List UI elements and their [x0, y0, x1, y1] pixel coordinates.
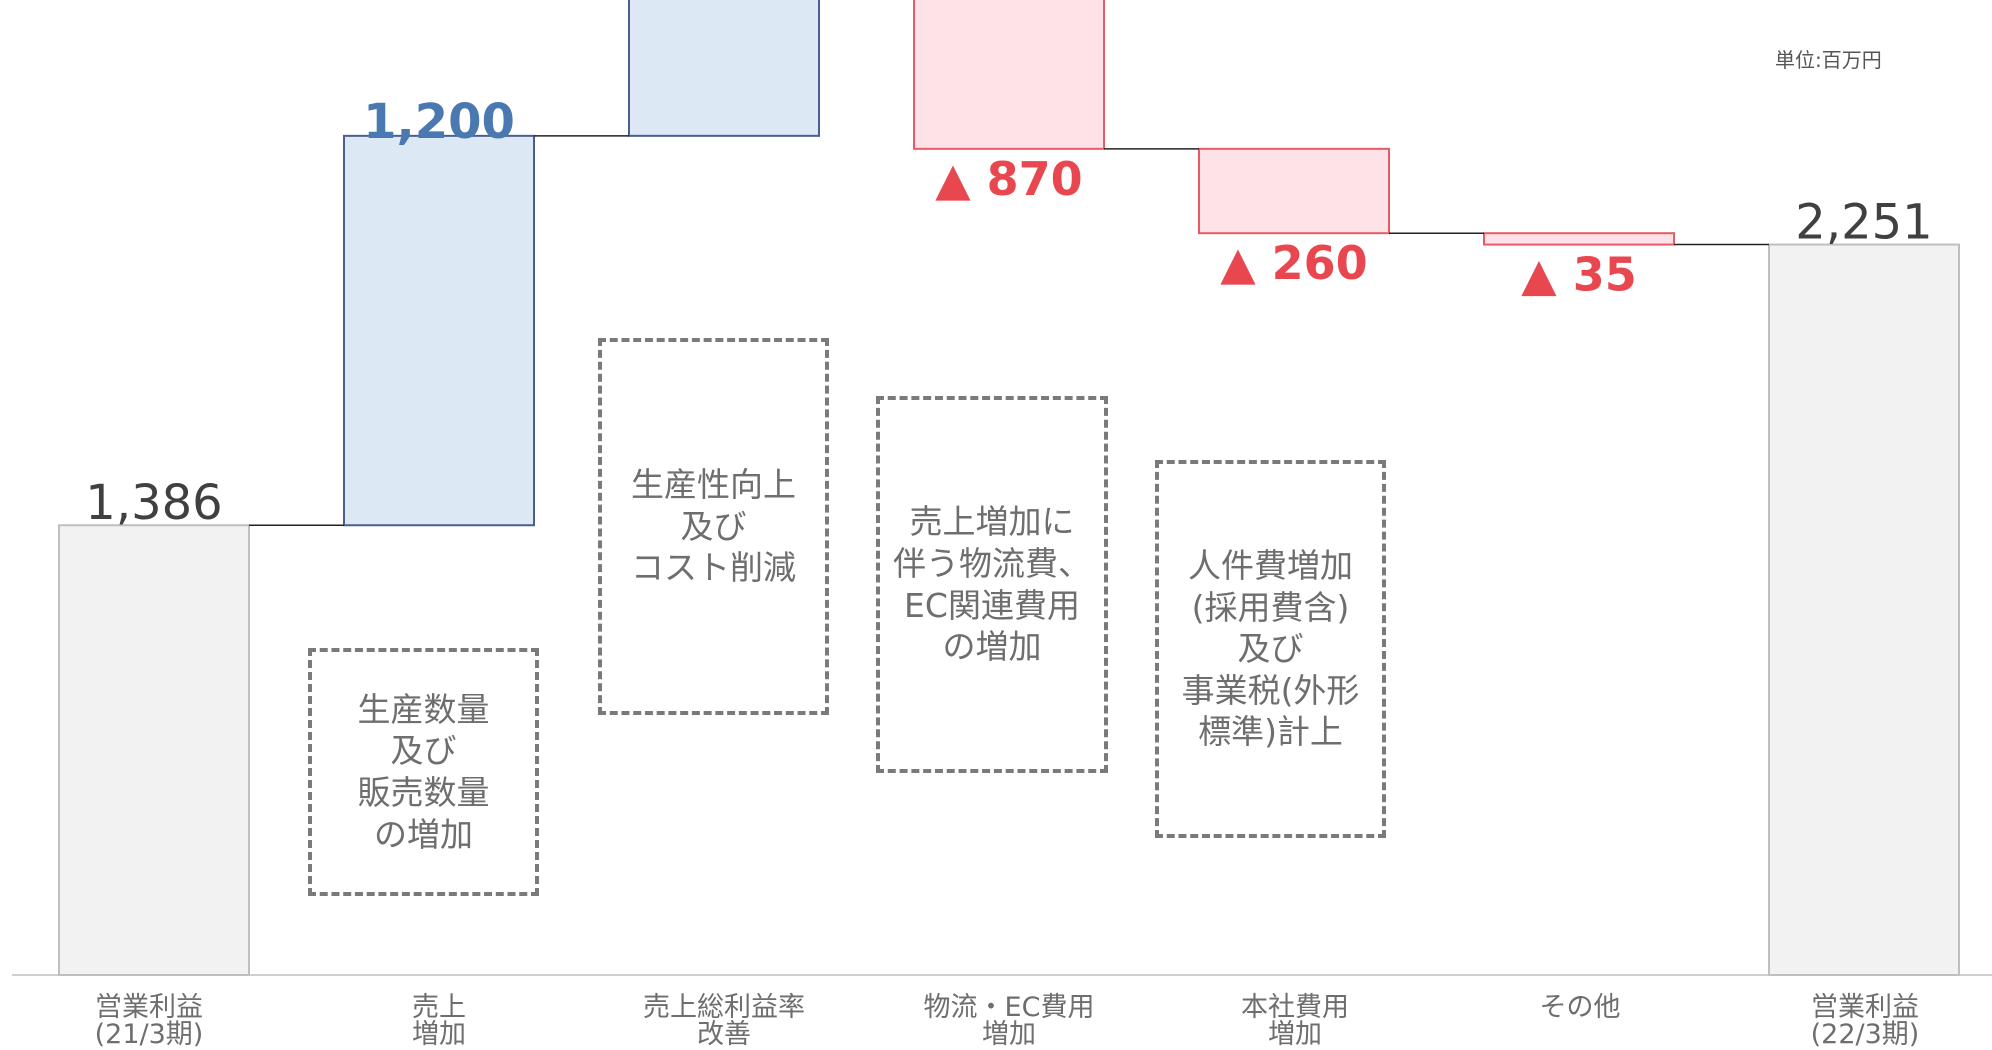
value-label: 1,200: [363, 94, 515, 150]
bar-decrease: [1198, 147, 1390, 235]
bar-total: [1768, 243, 1960, 977]
annotation-box-headoffice: 人件費増加 (採用費含) 及び 事業税(外形 標準)計上: [1155, 460, 1386, 838]
bar-decrease: [1483, 232, 1675, 246]
value-label: ▲ 870: [935, 152, 1082, 206]
value-label: ▲ 35: [1521, 248, 1636, 302]
category-label: 営業利益 (22/3期): [1810, 992, 1920, 1050]
value-label: ▲ 260: [1220, 236, 1367, 290]
annotation-text-sales: 生産数量 及び 販売数量 の増加: [357, 689, 490, 854]
annotation-box-logistics: 売上増加に 伴う物流費、 EC関連費用 の増加: [876, 396, 1108, 773]
bar-total: [58, 524, 250, 976]
category-label: 本社費用 増加: [1241, 992, 1349, 1050]
category-label: 営業利益 (21/3期): [94, 992, 204, 1050]
annotation-text-margin: 生産性向上 及び コスト削減: [631, 465, 796, 588]
category-label: 物流・EC費用 増加: [923, 992, 1095, 1050]
unit-label: 単位:百万円: [1775, 48, 1882, 72]
category-label: その他: [1539, 992, 1621, 1023]
value-label: 1,386: [85, 475, 222, 531]
annotation-box-sales: 生産数量 及び 販売数量 の増加: [308, 648, 539, 896]
bar-decrease: [913, 0, 1105, 150]
bar-increase: [343, 134, 535, 527]
bar-increase: [628, 0, 820, 137]
value-label: 2,251: [1795, 195, 1932, 251]
category-label: 売上総利益率 改善: [643, 992, 805, 1050]
annotation-box-margin: 生産性向上 及び コスト削減: [598, 338, 829, 715]
category-label: 売上 増加: [412, 992, 466, 1050]
annotation-text-logistics: 売上増加に 伴う物流費、 EC関連費用 の増加: [893, 502, 1091, 667]
annotation-text-headoffice: 人件費増加 (採用費含) 及び 事業税(外形 標準)計上: [1181, 546, 1360, 752]
